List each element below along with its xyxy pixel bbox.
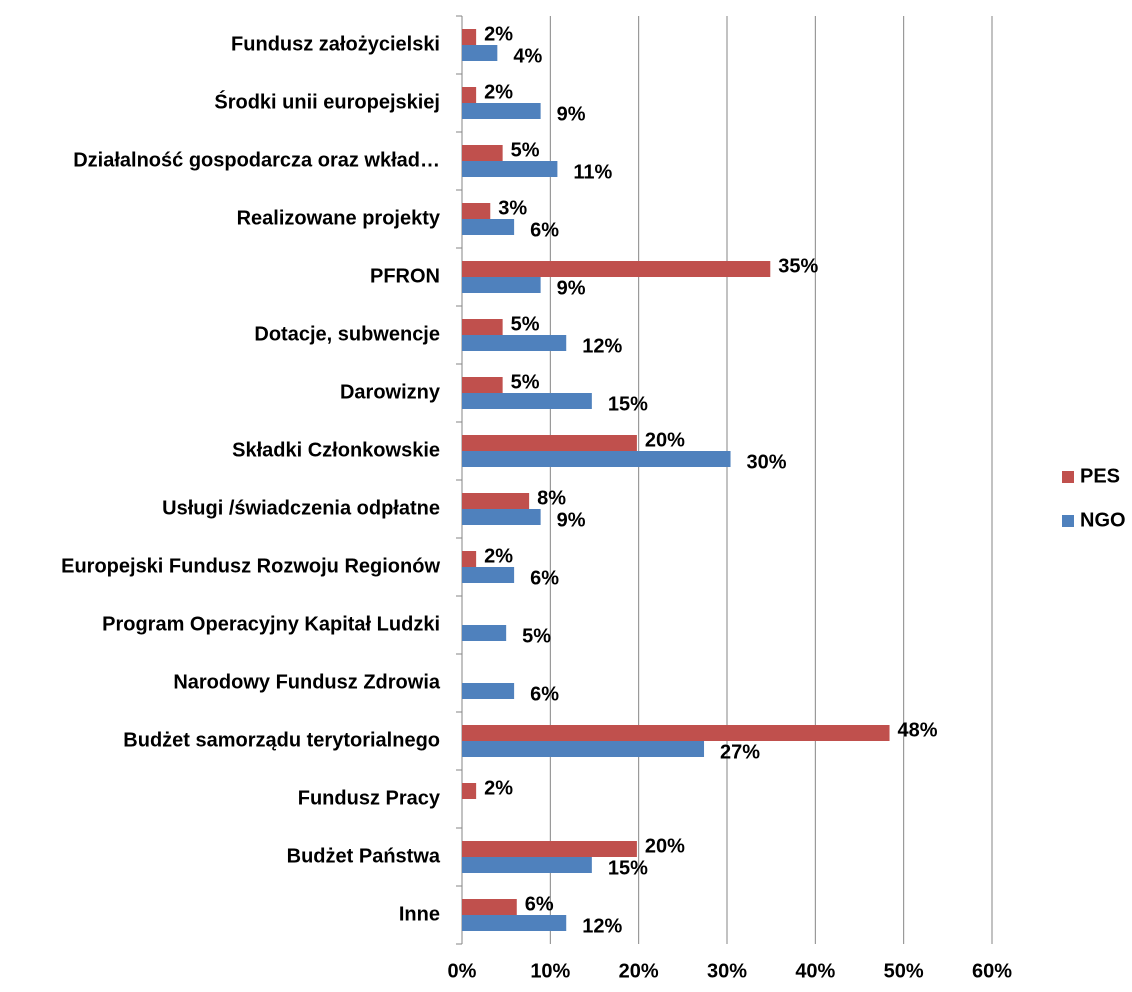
data-label: 2% xyxy=(484,777,513,799)
data-label: 11% xyxy=(573,161,612,183)
data-label: 12% xyxy=(582,915,622,937)
x-tick-label: 30% xyxy=(707,960,747,982)
bar xyxy=(462,725,890,741)
y-tick-label: Działalność gospodarcza oraz wkład… xyxy=(73,149,440,171)
bar xyxy=(462,45,498,61)
y-tick-label: Europejski Fundusz Rozwoju Regionów xyxy=(61,555,440,577)
bar xyxy=(462,451,731,467)
x-tick-label: 10% xyxy=(530,960,570,982)
bar xyxy=(462,29,477,45)
y-tick-label: Dotacje, subwencje xyxy=(254,323,440,345)
bar xyxy=(462,899,517,915)
bar xyxy=(462,203,491,219)
data-label: 4% xyxy=(513,45,542,67)
bar xyxy=(462,493,530,509)
x-tick-label: 40% xyxy=(795,960,835,982)
bar xyxy=(462,277,541,293)
bar xyxy=(462,319,503,335)
bar xyxy=(462,625,507,641)
y-tick-label: Usługi /świadczenia odpłatne xyxy=(162,497,440,519)
bar xyxy=(462,261,771,277)
data-label: 15% xyxy=(608,393,648,415)
data-label: 5% xyxy=(511,313,540,335)
y-tick-label: Fundusz założycielski xyxy=(231,33,440,55)
bar xyxy=(462,841,637,857)
y-tick-label: Środki unii europejskiej xyxy=(214,89,440,113)
legend-label: NGO xyxy=(1080,509,1126,531)
bar xyxy=(462,915,567,931)
legend-swatch xyxy=(1062,471,1074,483)
data-label: 2% xyxy=(484,81,513,103)
data-label: 8% xyxy=(537,487,566,509)
y-tick-label: Realizowane projekty xyxy=(237,207,441,229)
bar xyxy=(462,161,558,177)
bar xyxy=(462,393,592,409)
y-tick-label: PFRON xyxy=(370,265,440,287)
data-label: 20% xyxy=(645,429,685,451)
y-tick-label: Budżet Państwa xyxy=(287,845,441,867)
x-tick-label: 50% xyxy=(884,960,924,982)
bar xyxy=(462,87,477,103)
bar xyxy=(462,783,477,799)
data-label: 6% xyxy=(530,219,559,241)
data-label: 15% xyxy=(608,857,648,879)
data-label: 12% xyxy=(582,335,622,357)
y-tick-label: Składki Członkowskie xyxy=(232,439,440,461)
y-tick-label: Darowizny xyxy=(340,381,441,403)
bar xyxy=(462,103,541,119)
bar xyxy=(462,335,567,351)
x-tick-label: 20% xyxy=(619,960,659,982)
data-label: 5% xyxy=(511,371,540,393)
legend-swatch xyxy=(1062,515,1074,527)
bar xyxy=(462,145,503,161)
bar xyxy=(462,683,515,699)
bar xyxy=(462,567,515,583)
y-tick-label: Narodowy Fundusz Zdrowia xyxy=(173,671,441,693)
bar xyxy=(462,551,477,567)
data-label: 20% xyxy=(645,835,685,857)
y-tick-label: Program Operacyjny Kapitał Ludzki xyxy=(102,613,440,635)
y-tick-label: Budżet samorządu terytorialnego xyxy=(123,729,440,751)
data-label: 3% xyxy=(498,197,527,219)
bar xyxy=(462,741,705,757)
y-tick-label: Inne xyxy=(399,903,440,925)
data-label: 9% xyxy=(557,277,586,299)
y-tick-label: Fundusz Pracy xyxy=(298,787,441,809)
data-label: 6% xyxy=(525,893,554,915)
data-label: 27% xyxy=(720,741,760,763)
x-tick-label: 60% xyxy=(972,960,1012,982)
data-label: 5% xyxy=(511,139,540,161)
data-label: 2% xyxy=(484,545,513,567)
data-label: 9% xyxy=(557,103,586,125)
bar xyxy=(462,435,637,451)
data-label: 2% xyxy=(484,23,513,45)
data-label: 30% xyxy=(747,451,787,473)
bar xyxy=(462,377,503,393)
data-label: 5% xyxy=(522,625,551,647)
bar xyxy=(462,219,515,235)
data-label: 9% xyxy=(557,509,586,531)
bar xyxy=(462,857,592,873)
legend-label: PES xyxy=(1080,465,1120,487)
data-label: 6% xyxy=(530,683,559,705)
data-label: 6% xyxy=(530,567,559,589)
x-tick-label: 0% xyxy=(448,960,477,982)
data-label: 35% xyxy=(778,255,818,277)
bar xyxy=(462,509,541,525)
data-label: 48% xyxy=(898,719,938,741)
